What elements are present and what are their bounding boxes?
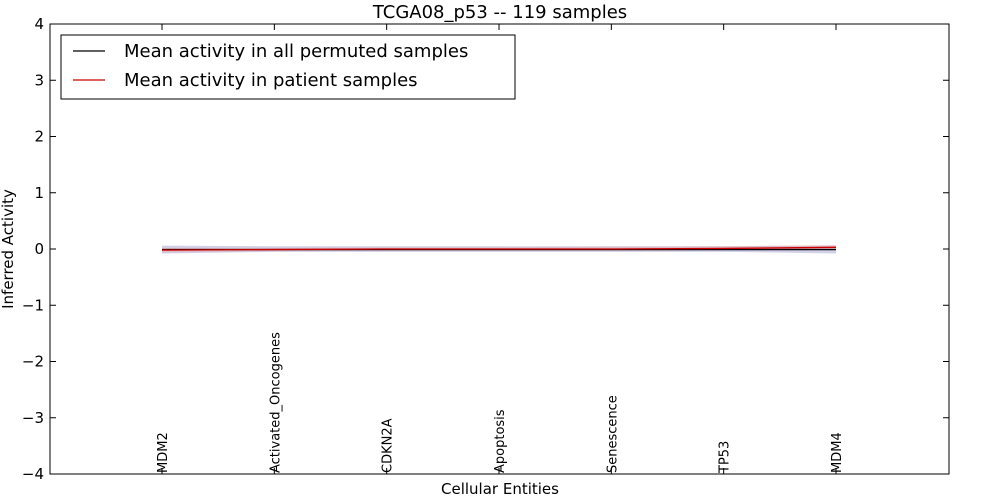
x-tick-label: Activated_Oncogenes — [268, 332, 283, 473]
x-tick-label: CDKN2A — [381, 418, 396, 473]
legend-box — [60, 34, 516, 100]
x-tick-label: MDM2 — [156, 432, 171, 473]
x-axis-label: Cellular Entities — [441, 480, 559, 498]
y-tick-label: −1 — [22, 296, 44, 314]
y-tick-label: 3 — [34, 71, 44, 89]
x-tick-label: Apoptosis — [493, 409, 508, 473]
x-tick-label: TP53 — [718, 441, 733, 474]
chart-title: TCGA08_p53 -- 119 samples — [372, 2, 627, 23]
y-tick-label: 2 — [34, 128, 44, 146]
series-line-patient — [161, 246, 837, 251]
legend-label: Mean activity in patient samples — [124, 70, 418, 91]
x-axis: MDM2 Activated_Oncogenes CDKN2A Apoptosis Se… — [156, 24, 845, 474]
x-tick-label: Senescence — [605, 395, 620, 473]
y-tick-label: −4 — [22, 465, 44, 483]
legend-label: Mean activity in all permuted samples — [124, 41, 468, 62]
series-lines — [161, 246, 837, 251]
y-tick-label: 1 — [34, 184, 44, 202]
y-axis: 4 3 2 1 0 −1 −2 −3 −4 — [22, 15, 949, 483]
x-tick-label: MDM4 — [830, 432, 845, 473]
y-tick-label: −3 — [22, 409, 44, 427]
y-axis-label: Inferred Activity — [0, 189, 17, 309]
y-tick-label: −2 — [22, 353, 44, 371]
legend: Mean activity in all permuted samples Mea… — [60, 34, 516, 100]
y-tick-label: 0 — [34, 240, 44, 258]
y-tick-label: 4 — [34, 15, 44, 33]
